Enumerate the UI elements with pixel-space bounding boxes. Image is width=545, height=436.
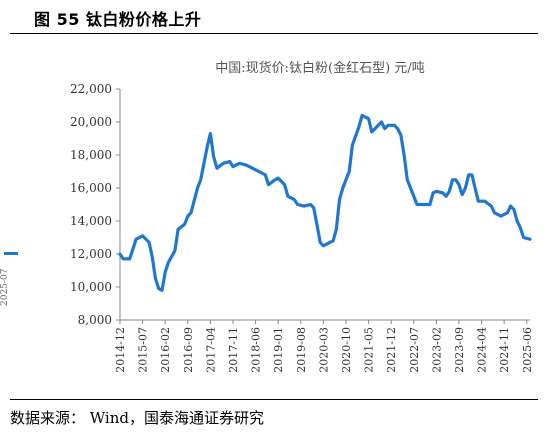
axes: [119, 89, 530, 321]
x-tick-label: 2018-06: [250, 327, 263, 373]
x-tick-label: 2025-06: [521, 327, 534, 373]
x-axis-ticks: 2014-12 2015-07 2016-02 2016-09 2017-04 2017-…: [114, 320, 534, 373]
x-tick-label: 2019-01: [272, 327, 285, 373]
x-tick-label: 2022-07: [408, 327, 421, 373]
y-axis-ticks: 8,000 10,000 12,000 14,000 16,000 18,000 20,00…: [70, 82, 120, 327]
title-rule: [10, 33, 538, 34]
x-tick-label: 2024-04: [476, 327, 489, 373]
price-line-chart: 中国:现货价:钛白粉(金红石型) 元/吨 8,000 10,000 12,000 14…: [70, 60, 534, 373]
x-tick-label: 2021-05: [363, 327, 376, 373]
x-tick-label: 2023-02: [430, 327, 443, 373]
y-tick-label: 14,000: [70, 214, 112, 228]
y-tick-label: 22,000: [70, 82, 112, 96]
x-tick-label: 2023-09: [453, 327, 466, 373]
x-tick-label: 2016-09: [182, 327, 195, 373]
series-layer: [118, 113, 532, 292]
chart-title: 中国:现货价:钛白粉(金红石型) 元/吨: [215, 60, 424, 76]
x-tick-label: 2020-03: [317, 327, 330, 373]
x-tick-label: 2014-12: [114, 327, 127, 373]
series-line-0: [118, 113, 532, 292]
x-tick-label: 2020-10: [340, 327, 353, 373]
y-tick-label: 20,000: [70, 115, 112, 129]
y-tick-label: 12,000: [70, 247, 112, 261]
y-tick-label: 18,000: [70, 148, 112, 162]
x-tick-label: 2017-11: [227, 327, 240, 373]
x-tick-label: 2021-12: [385, 327, 398, 373]
x-tick-label: 2015-07: [137, 327, 150, 373]
y-tick-label: 8,000: [78, 313, 112, 327]
y-tick-label: 10,000: [70, 280, 112, 294]
edge-legend-mark: [4, 252, 18, 255]
x-tick-label: 2016-02: [159, 327, 172, 373]
x-tick-label: 2017-04: [204, 327, 217, 373]
x-tick-label: 2024-11: [498, 327, 511, 373]
figure-title: 图 55 钛白粉价格上升: [34, 10, 202, 29]
source-rule: [10, 399, 538, 400]
x-tick-label: 2019-08: [295, 327, 308, 373]
y-tick-label: 16,000: [70, 181, 112, 195]
data-source: 数据来源： Wind，国泰海通证券研究: [10, 409, 264, 427]
